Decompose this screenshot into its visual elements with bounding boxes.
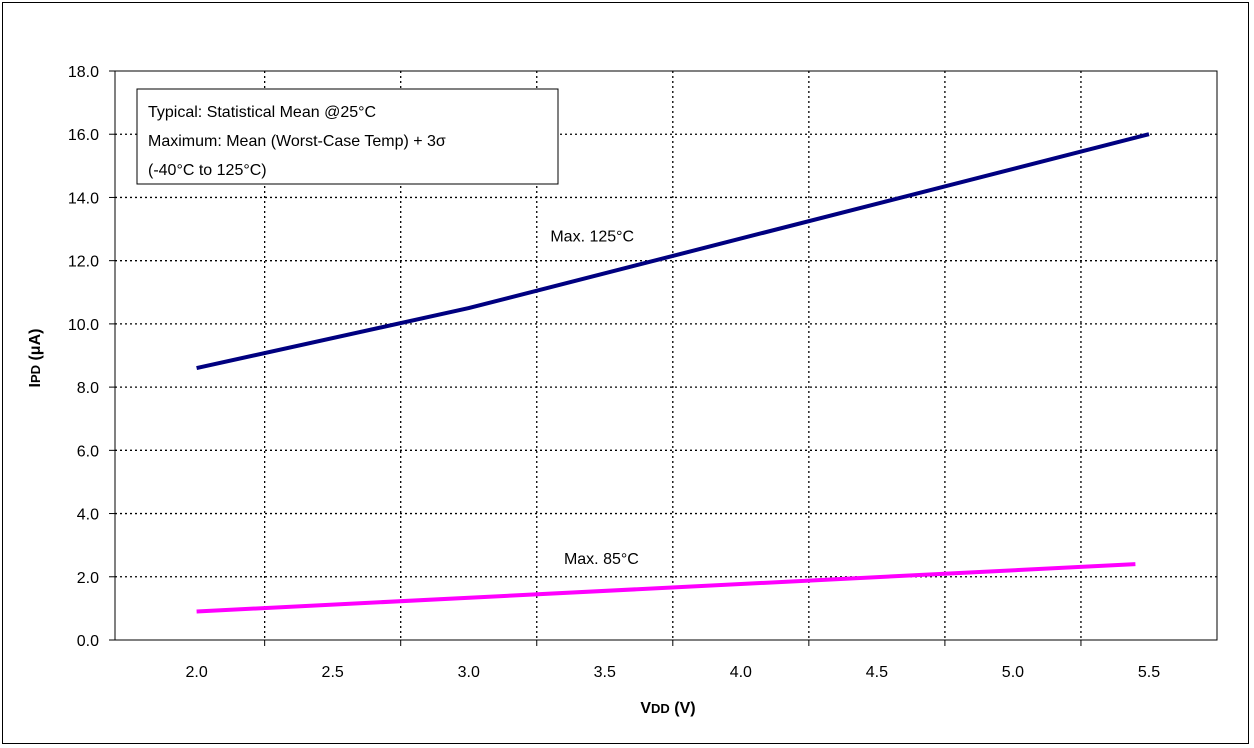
y-tick-label: 4.0: [77, 507, 99, 524]
y-tick-label: 2.0: [77, 570, 99, 587]
x-tick-label: 2.0: [186, 664, 208, 681]
y-tick-label: 8.0: [77, 380, 99, 397]
y-axis-title-main: I: [27, 383, 44, 387]
x-tick-label: 4.0: [730, 664, 752, 681]
legend-rect: [136, 88, 559, 185]
legend-line-typical: Typical: Statistical Mean @25°C: [148, 104, 376, 121]
y-axis-title-sub: PD: [28, 365, 43, 383]
grid: [115, 71, 1217, 640]
series-line-max-85c: [196, 562, 1136, 614]
y-axis-title-rest: (μA): [27, 329, 44, 365]
y-axis-title: IPD (μA): [27, 329, 44, 388]
x-axis-ticks: 2.0 2.5 3.0 3.5 4.0 4.5 5.0 5.5: [186, 640, 1160, 681]
y-tick-label: 10.0: [68, 317, 99, 334]
x-tick-label: 5.5: [1138, 664, 1160, 681]
x-tick-label: 3.5: [594, 664, 616, 681]
x-axis-title-main: V: [640, 700, 651, 717]
y-tick-label: 18.0: [68, 64, 99, 81]
x-axis-title: VDD (V): [640, 700, 695, 717]
x-tick-label: 2.5: [322, 664, 344, 681]
y-tick-label: 16.0: [68, 127, 99, 144]
annotations: Max. 125°C Max. 85°C: [550, 229, 638, 568]
x-axis-title-rest: (V): [670, 700, 696, 717]
y-tick-label: 6.0: [77, 443, 99, 460]
y-tick-label: 0.0: [77, 633, 99, 650]
x-tick-label: 3.0: [458, 664, 480, 681]
x-tick-label: 5.0: [1002, 664, 1024, 681]
x-tick-label: 4.5: [866, 664, 888, 681]
annotation-max-85c: Max. 85°C: [564, 551, 639, 568]
x-axis-title-sub: DD: [651, 701, 670, 716]
y-axis-ticks: 0.0 2.0 4.0 6.0 8.0 10.0 12.0 14.0 16.0 18.0: [68, 64, 115, 650]
y-tick-label: 14.0: [68, 190, 99, 207]
series-group: [196, 132, 1150, 614]
series-line-max-125c: [196, 132, 1150, 371]
legend-line-range: (-40°C to 125°C): [148, 162, 267, 179]
plot-area: [114, 70, 1218, 641]
legend-box: Typical: Statistical Mean @25°C Maximum:…: [136, 88, 559, 185]
annotation-max-125c: Max. 125°C: [550, 229, 634, 246]
legend-line-maximum: Maximum: Mean (Worst-Case Temp) + 3σ: [148, 133, 446, 150]
y-tick-label: 12.0: [68, 254, 99, 271]
